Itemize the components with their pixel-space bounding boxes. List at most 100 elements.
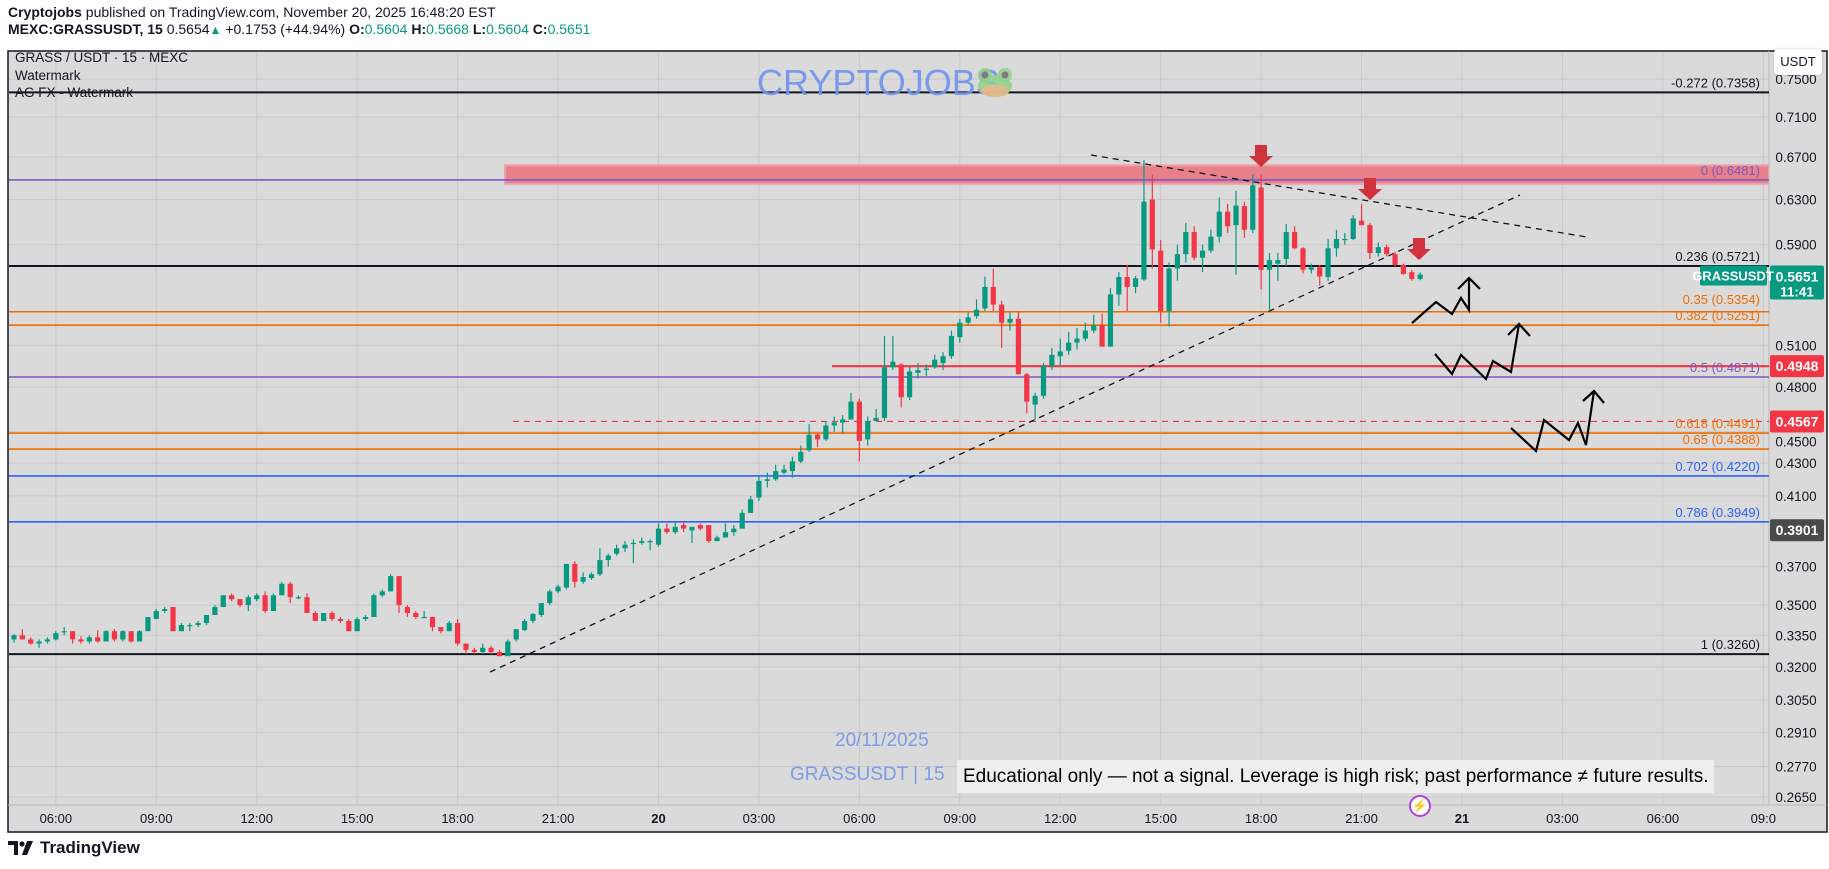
symbol-label: MEXC:GRASSUSDT, 15 (8, 21, 163, 37)
close-label: C: (532, 21, 548, 37)
candle-body (823, 425, 829, 440)
candle-body (19, 635, 25, 640)
candle (672, 521, 678, 534)
price-tag: 0.4948 (1770, 355, 1824, 378)
price-tick-label: 0.5900 (1775, 238, 1816, 253)
lightning-icon[interactable]: ⚡ (1409, 795, 1431, 817)
candle-body (287, 583, 293, 598)
candle-body (279, 583, 285, 596)
candle-body (1174, 254, 1181, 269)
candle (270, 593, 277, 611)
candle-body (1375, 247, 1381, 253)
candle (1375, 242, 1381, 257)
ascending-trendline[interactable] (489, 194, 1521, 673)
legend-title[interactable]: GRASS / USDT · 15 · MEXC (15, 50, 189, 65)
candle (806, 424, 812, 452)
candle-body (463, 643, 469, 650)
time-tick-label: 06:00 (1647, 811, 1680, 826)
candle-body (948, 335, 955, 357)
down-arrows (1249, 145, 1431, 260)
projection-paths[interactable] (1411, 276, 1605, 454)
candle-body (597, 560, 603, 575)
price-tick-label: 0.4800 (1775, 380, 1816, 395)
currency-button[interactable]: USDT (1774, 49, 1822, 75)
candle (739, 509, 745, 529)
price-tag-value: 0.4567 (1776, 413, 1819, 429)
legend-indicator-1[interactable]: Watermark (15, 68, 81, 83)
candle-body (1400, 264, 1407, 275)
footer-logo[interactable]: TradingView (8, 838, 140, 858)
candle (1116, 272, 1122, 306)
candle-body (1007, 318, 1013, 323)
candle (1292, 226, 1298, 250)
author-name[interactable]: Cryptojobs (8, 4, 82, 20)
candle-body (337, 618, 344, 622)
candle (1082, 322, 1088, 342)
candle-body (973, 309, 980, 317)
candle (429, 616, 436, 632)
candle (756, 475, 762, 501)
candle (747, 495, 754, 513)
candle-body (187, 625, 193, 627)
candle-body (1015, 318, 1021, 375)
candle (287, 581, 293, 604)
candle (898, 363, 904, 408)
candle (1149, 174, 1155, 269)
candle (220, 595, 226, 608)
projection-path-3[interactable] (1510, 390, 1596, 454)
candle (572, 561, 578, 588)
time-axis[interactable]: 06:00 09:00 12:00 15:00 18:00 21:00 20 03:00 06:… (40, 811, 1776, 826)
price-tag: 0.4567 (1770, 410, 1824, 433)
candle (957, 318, 963, 343)
candle (890, 335, 896, 371)
disclaimer-note[interactable]: Educational only — not a signal. Leverag… (957, 760, 1715, 793)
down-arrow-icon (1358, 178, 1382, 200)
candle (655, 523, 662, 547)
candle-body (1199, 250, 1206, 258)
candle (831, 416, 837, 432)
candle-body (622, 544, 628, 549)
candle-body (145, 616, 151, 632)
time-tick-label: 18:00 (1245, 811, 1278, 826)
candle-body (999, 304, 1005, 323)
candle-body (36, 641, 42, 644)
price-tick-label: 0.2650 (1775, 790, 1816, 805)
last-price: 0.5654 (166, 21, 210, 37)
candle (404, 605, 410, 617)
candle (1183, 222, 1189, 263)
price-tag-box (1770, 355, 1824, 378)
candle (1107, 288, 1114, 347)
projection-path-2[interactable] (1434, 323, 1521, 381)
candle-body (773, 471, 779, 480)
candle (773, 464, 779, 481)
time-tick-label: 21 (1455, 811, 1469, 826)
candle (203, 614, 210, 626)
candle-body (111, 631, 118, 640)
candle (19, 629, 25, 640)
projection-path-1[interactable] (1411, 278, 1471, 324)
candle (714, 535, 720, 542)
price-tick-label: 0.7500 (1775, 72, 1816, 87)
candle (153, 609, 159, 619)
level-lines (513, 365, 1769, 423)
candle (170, 607, 176, 632)
candle-body (346, 621, 352, 632)
price-tag-box (1770, 265, 1824, 300)
candle (11, 634, 17, 643)
trendlines[interactable] (489, 154, 1588, 673)
candle (1350, 214, 1356, 241)
price-axis[interactable]: 0.7500 0.7100 0.6700 0.6300 0.5900 0.5100 0.48… (1775, 72, 1816, 805)
fib-retracement[interactable] (9, 91, 1769, 656)
candle (128, 631, 134, 643)
candle (187, 623, 193, 632)
candle (614, 544, 620, 556)
candle-body (580, 577, 586, 582)
price-tag-value: 0.4948 (1776, 358, 1819, 374)
candle (664, 523, 670, 534)
descending-trendline[interactable] (1090, 154, 1588, 238)
candle (1124, 264, 1130, 311)
candle-body (722, 532, 729, 538)
resistance-zone (504, 164, 1769, 185)
legend-indicator-2[interactable]: AG FX - Watermark (15, 85, 134, 100)
